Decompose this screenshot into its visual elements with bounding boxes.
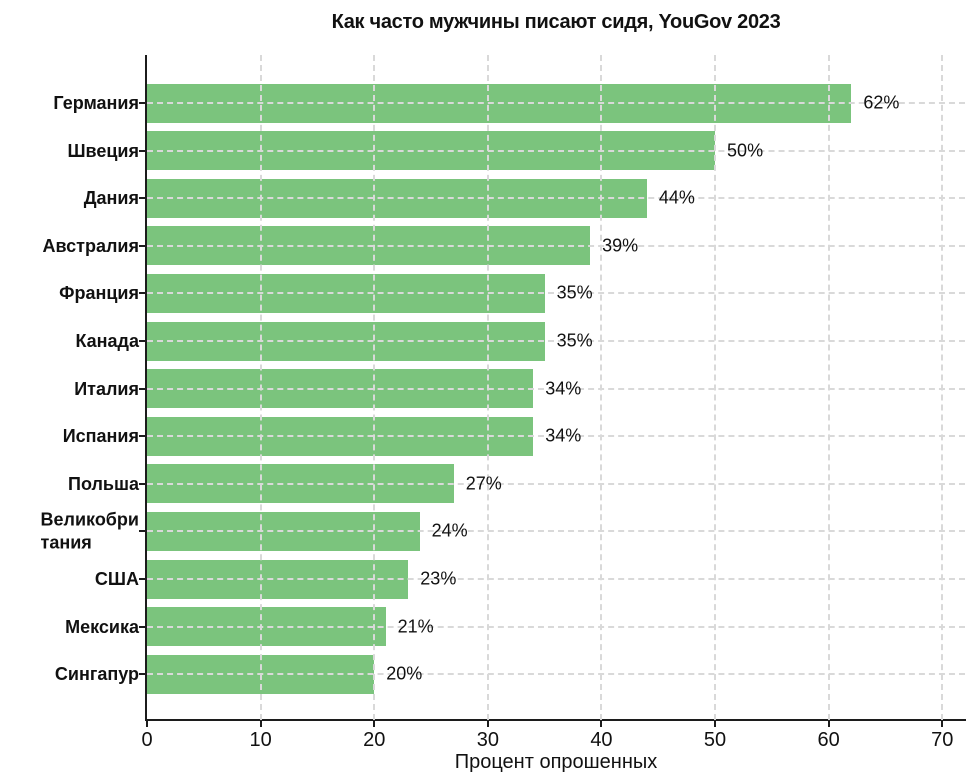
x-tick-label: 30 [476,729,499,751]
x-tick-label: 10 [249,729,272,751]
gridline-v [600,55,603,720]
category-label: Испания [0,425,139,448]
y-tick-mark [139,673,147,676]
chart-title: Как часто мужчины писают сидя, YouGov 20… [331,11,781,33]
gridline-h [147,197,965,200]
gridline-h [147,482,965,485]
bar-value-label: 24% [431,520,468,541]
gridline-h [147,387,965,390]
gridline-v [827,55,830,720]
x-axis-spine [145,719,966,721]
category-label: Великобри тания [0,509,139,554]
x-tick-mark [259,719,262,727]
y-tick-mark [139,197,147,200]
x-tick-mark [827,719,830,727]
x-tick-label: 70 [931,729,954,751]
gridline-h [147,578,965,580]
gridline-h [147,530,965,533]
category-label: Польша [0,473,139,496]
bar-value-label: 34% [545,378,582,399]
gridline-v [941,55,944,720]
x-tick-label: 40 [590,729,613,751]
bar-value-label: 23% [420,568,457,589]
y-tick-mark [139,530,147,533]
gridline-v [259,55,262,720]
gridline-h [147,340,965,342]
category-label-text: США [94,568,139,589]
category-label-text: Великобри тания [40,509,139,553]
plot-area: 62% 50% 44% 39% 35% 35% 34% 34% 27% 24% 23% 21% 20% [147,55,965,720]
category-label: США [0,568,139,591]
category-label-text: Канада [75,330,139,351]
category-label: Канада [0,330,139,353]
gridline-h [147,149,965,152]
category-label-text: Дания [83,187,139,208]
x-tick-mark [486,719,489,727]
x-tick-mark [714,719,717,727]
category-label: Австралия [0,235,139,258]
y-tick-mark [139,387,147,390]
category-label: Дания [0,187,139,210]
gridline-h [147,102,965,104]
bar-value-label: 35% [556,282,593,303]
y-tick-mark [139,102,147,104]
category-label-text: Италия [74,378,139,399]
category-label-text: Польша [68,473,139,494]
y-tick-mark [139,244,147,247]
x-tick-mark [941,719,944,727]
category-label-text: Сингапур [54,663,139,684]
gridline-h [147,244,965,247]
x-tick-mark [146,719,148,727]
bar-value-label: 39% [602,235,639,256]
category-label: Германия [0,92,139,115]
category-label-text: Франция [59,283,139,304]
gridline-v [486,55,489,720]
y-tick-mark [139,435,147,438]
bar-value-label: 50% [727,140,764,161]
bar-value-label: 20% [386,663,423,684]
gridline-h [147,435,965,438]
y-tick-mark [139,625,147,628]
gridline-v [373,55,376,720]
category-label: Мексика [0,615,139,638]
gridline-v [714,55,717,720]
category-label-text: Австралия [42,235,139,256]
x-tick-label: 60 [817,729,840,751]
bar-value-label: 35% [556,330,593,351]
category-label: Сингапур [0,663,139,686]
x-tick-mark [600,719,603,727]
y-tick-mark [139,149,147,152]
x-tick-label: 0 [141,729,153,751]
bar-value-label: 62% [863,92,900,113]
y-tick-mark [139,340,147,342]
gridline-h [147,625,965,628]
category-label-text: Германия [53,92,139,113]
category-label: Италия [0,377,139,400]
y-tick-mark [139,578,147,580]
category-label: Франция [0,282,139,305]
bar-value-label: 27% [465,473,502,494]
category-label-text: Швеция [67,140,139,161]
x-tick-label: 50 [703,729,727,751]
x-tick-mark [373,719,376,727]
bar-value-label: 44% [658,187,695,208]
y-tick-mark [139,292,147,295]
x-tick-label: 20 [363,729,386,751]
category-label-text: Испания [62,425,139,446]
gridline-h [147,673,965,676]
y-tick-mark [139,482,147,485]
x-axis-title: Процент опрошенных [454,751,658,773]
bar-value-label: 34% [545,425,582,446]
category-label-text: Мексика [65,616,139,637]
bar-value-label: 21% [397,616,434,637]
category-label: Швеция [0,139,139,162]
gridline-h [147,292,965,295]
